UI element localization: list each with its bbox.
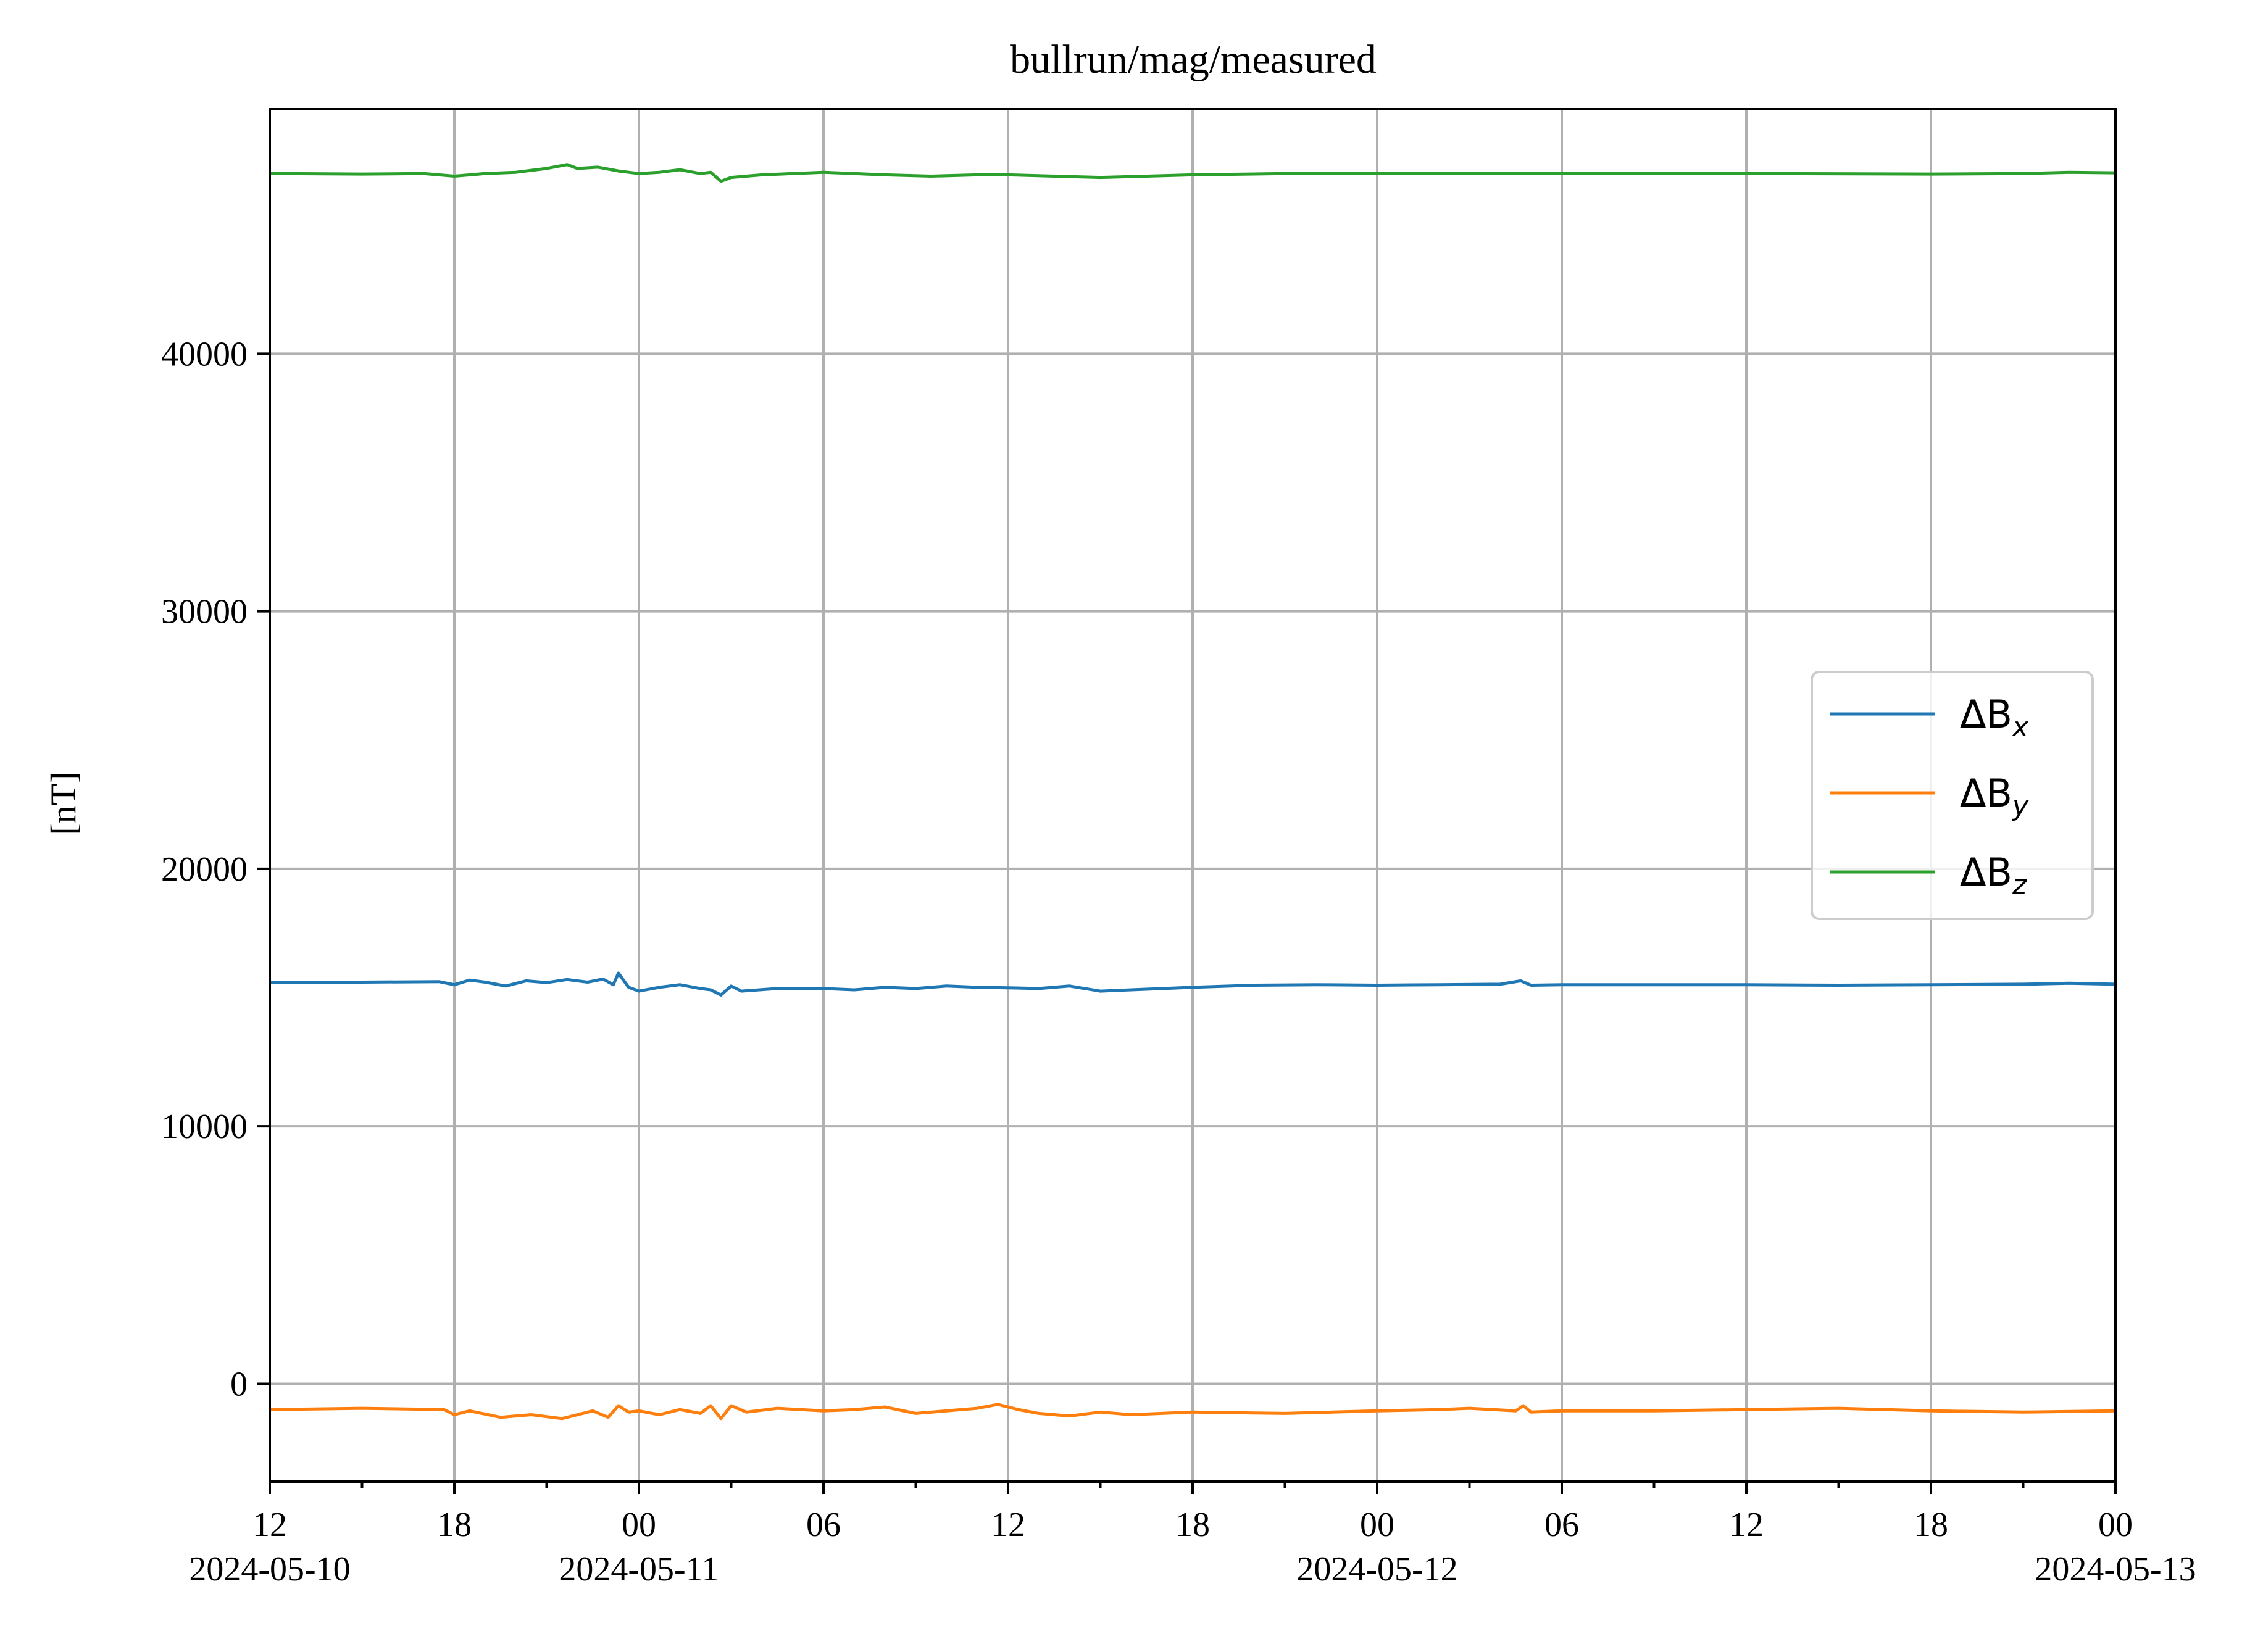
x-tick-label: 12 xyxy=(991,1506,1025,1544)
x-tick-label: 12 xyxy=(252,1506,287,1544)
x-tick-label: 00 xyxy=(622,1506,656,1544)
x-tick-date-label: 2024-05-11 xyxy=(559,1550,719,1588)
legend-label: ΔBy xyxy=(1960,771,2029,822)
legend-label-base: ΔB xyxy=(1960,771,2012,816)
chart-title: bullrun/mag/measured xyxy=(1010,37,1377,82)
y-tick-label: 30000 xyxy=(161,593,248,631)
x-axis: 12 2024-05-10 18 00 2024-05-11 06 12 18 00 2024-0… xyxy=(189,1482,2196,1588)
x-tick-label: 18 xyxy=(1914,1506,1948,1544)
y-tick-label: 0 xyxy=(230,1365,248,1403)
x-tick-label: 12 xyxy=(1729,1506,1764,1544)
legend-label-subscript: x xyxy=(2011,712,2029,743)
series-layer xyxy=(269,163,2116,1421)
series-line-z xyxy=(269,163,2116,183)
legend-label: ΔBx xyxy=(1960,692,2029,743)
legend-label: ΔBz xyxy=(1960,850,2027,901)
y-axis: 0 10000 20000 30000 40000 xyxy=(161,335,270,1403)
y-axis-label: [nT] xyxy=(43,771,83,835)
legend-label-subscript: z xyxy=(2012,870,2027,901)
x-tick-date-label: 2024-05-12 xyxy=(1296,1550,1457,1588)
series-line-y xyxy=(269,1403,2116,1421)
x-tick-label: 00 xyxy=(2098,1506,2133,1544)
y-tick-label: 40000 xyxy=(161,335,248,373)
x-tick-label: 06 xyxy=(806,1506,841,1544)
legend-box xyxy=(1811,671,2094,920)
x-tick-label: 18 xyxy=(437,1506,472,1544)
legend-label-base: ΔB xyxy=(1960,692,2012,737)
y-tick-label: 10000 xyxy=(161,1108,248,1146)
x-tick-label: 06 xyxy=(1544,1506,1579,1544)
x-tick-label: 18 xyxy=(1175,1506,1210,1544)
series-line-x xyxy=(270,971,2116,997)
y-tick-label: 20000 xyxy=(161,850,248,889)
legend-label-subscript: y xyxy=(2011,791,2029,822)
x-tick-date-label: 2024-05-10 xyxy=(189,1550,350,1588)
x-tick-date-label: 2024-05-13 xyxy=(2035,1550,2196,1588)
y-gridlines xyxy=(270,352,2115,1385)
legend-label-base: ΔB xyxy=(1960,850,2012,895)
x-tick-label: 00 xyxy=(1360,1506,1394,1544)
